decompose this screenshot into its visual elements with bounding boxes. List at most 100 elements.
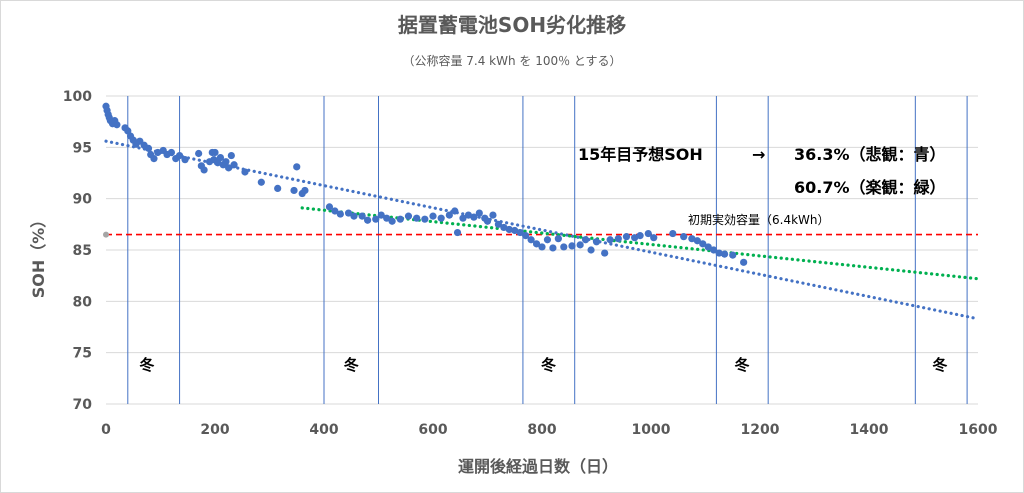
data-point [549,244,557,252]
data-point [699,240,707,248]
data-point [372,215,380,223]
y-tick-labels: 100 95 90 85 80 75 70 [63,89,92,413]
data-point [274,184,282,192]
data-point [475,209,483,217]
data-point [396,215,404,223]
data-point [601,249,609,257]
data-point [293,163,301,171]
data-point [532,240,541,248]
data-point [377,211,385,219]
data-point [669,229,677,238]
data-point [489,211,497,219]
x-tick-label: 1600 [959,422,998,438]
data-point [154,148,162,157]
x-tick-label: 200 [200,422,229,438]
data-point [576,241,584,249]
chart-title: 据置蓄電池SOH劣化推移 [398,13,626,37]
data-point [413,214,421,222]
data-point [421,215,429,223]
data-point [150,155,158,163]
reference-line-label: 初期実効容量（6.4kWh） [688,212,830,227]
y-tick-label: 100 [63,89,92,105]
trendlines [104,139,980,321]
data-point [331,207,339,215]
data-point [483,217,492,225]
season-label: 冬 [344,356,359,374]
x-tick-label: 600 [418,422,447,438]
data-point [622,233,631,241]
data-point [464,211,473,219]
data-point [522,232,530,240]
data-point [290,186,298,195]
data-point [636,232,644,240]
data-point [680,233,688,241]
x-tick-labels: 0 200 400 600 800 1000 1200 1400 1600 [101,422,998,438]
data-point [325,203,334,211]
data-point [383,214,391,222]
y-tick-label: 90 [73,192,93,208]
data-point [587,246,595,254]
data-point [511,226,519,235]
gridlines [106,95,978,405]
data-point [470,213,478,221]
data-point [404,212,413,220]
data-point [230,161,238,169]
data-point [688,235,696,243]
data-points [102,102,748,266]
data-point [710,246,718,254]
x-axis-label: 運開後経過日数（日） [458,457,618,476]
data-point [181,156,189,164]
season-boundaries [127,96,968,404]
season-label: 冬 [541,356,556,374]
y-axis-label: SOH（%） [29,212,48,299]
forecast-arrow: → [752,145,765,164]
data-point [516,228,524,237]
data-point [592,238,601,246]
trendline-pessimistic [104,139,980,321]
data-point [227,151,235,160]
data-point [195,149,203,158]
data-point [175,151,184,160]
data-point [560,243,568,251]
data-point [453,228,462,237]
y-tick-label: 85 [73,243,92,259]
data-point [582,236,590,244]
y-tick-label: 75 [73,346,92,362]
data-point [459,214,467,222]
season-label: 冬 [735,356,750,374]
data-point [344,209,353,217]
data-point [543,236,552,244]
data-point [704,243,712,251]
data-point [211,148,219,157]
data-point [644,229,652,238]
data-point [614,235,622,243]
data-point [538,243,546,251]
data-point [429,212,437,220]
x-tick-label: 1000 [632,422,671,438]
data-point [358,212,366,220]
data-point [144,144,153,152]
data-point [257,178,265,186]
data-point [388,217,396,225]
data-point [200,166,208,174]
data-point [494,220,502,228]
data-point [445,211,453,219]
data-point [216,154,225,162]
y-tick-label: 80 [73,294,93,310]
x-tick-label: 1400 [850,422,889,438]
data-point [364,216,372,224]
data-point [350,212,358,220]
x-tick-label: 400 [309,422,338,438]
data-point [527,236,535,244]
data-point [554,235,562,243]
data-point [225,164,233,172]
x-tick-label: 800 [527,422,556,438]
chart-subtitle: （公称容量 7.4 kWh を 100％ とする） [402,53,621,68]
reference-marker [103,231,109,238]
data-point [740,258,748,266]
data-point [451,207,459,215]
data-point [650,234,658,242]
data-point [500,223,508,232]
